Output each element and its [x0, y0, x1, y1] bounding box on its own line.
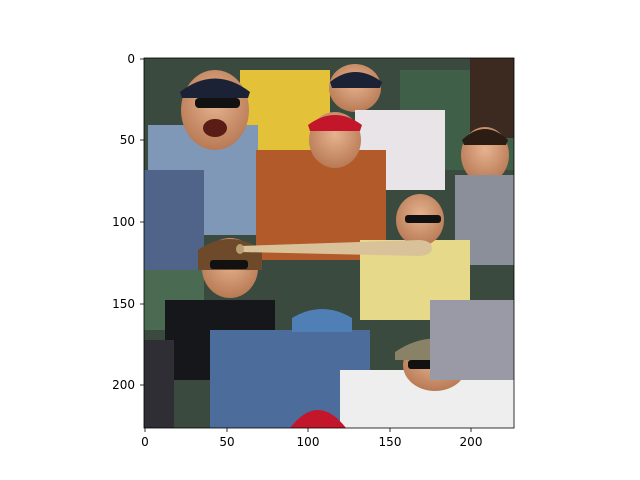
- x-tick-label: 50: [219, 435, 234, 449]
- x-tick-label: 200: [460, 435, 483, 449]
- x-axis: 0 50 100 150 200: [141, 428, 482, 449]
- y-tick-label: 50: [120, 133, 135, 147]
- y-tick-label: 0: [127, 52, 135, 66]
- x-tick-label: 150: [379, 435, 402, 449]
- photo: [144, 58, 514, 428]
- y-tick-label: 200: [112, 378, 135, 392]
- bat: [236, 240, 432, 256]
- image-frame: [143, 57, 515, 429]
- x-tick-label: 100: [297, 435, 320, 449]
- y-tick-label: 100: [112, 215, 135, 229]
- y-axis: 0 50 100 150 200: [112, 52, 144, 392]
- x-tick-label: 0: [141, 435, 149, 449]
- y-tick-label: 150: [112, 297, 135, 311]
